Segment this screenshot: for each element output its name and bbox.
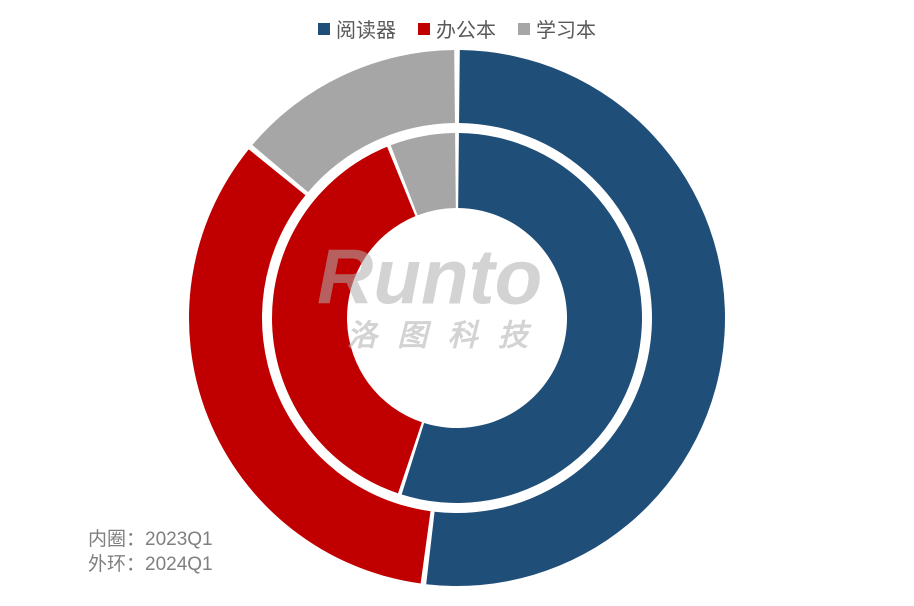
caption-line-0: 内圈：2023Q1 <box>88 527 213 553</box>
ring-caption: 内圈：2023Q1外环：2024Q1 <box>88 527 213 578</box>
caption-line-1: 外环：2024Q1 <box>88 552 213 578</box>
donut-chart-svg <box>0 0 914 606</box>
chart-container: 阅读器办公本学习本 Runto 洛 图 科 技 内圈：2023Q1外环：2024… <box>0 0 914 606</box>
